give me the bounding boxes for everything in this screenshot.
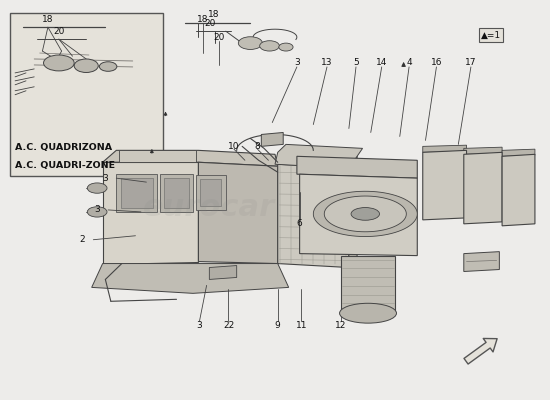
Text: 11: 11 [295, 321, 307, 330]
Polygon shape [502, 149, 535, 156]
Text: ▲=1: ▲=1 [481, 31, 501, 40]
Polygon shape [423, 150, 466, 220]
Polygon shape [92, 264, 289, 293]
Polygon shape [423, 145, 466, 152]
Text: eurocar: eurocar [143, 194, 276, 222]
Text: 12: 12 [335, 321, 346, 330]
Polygon shape [349, 156, 357, 268]
FancyArrowPatch shape [464, 338, 497, 364]
Polygon shape [103, 162, 199, 264]
Text: 10: 10 [228, 142, 240, 151]
Polygon shape [160, 174, 193, 212]
Polygon shape [278, 164, 349, 268]
Polygon shape [200, 179, 221, 206]
Polygon shape [300, 174, 417, 256]
Polygon shape [103, 150, 278, 166]
Text: 3: 3 [102, 174, 108, 183]
Polygon shape [324, 196, 406, 232]
Polygon shape [164, 178, 189, 208]
Polygon shape [464, 147, 502, 154]
Ellipse shape [100, 62, 117, 71]
Polygon shape [464, 252, 499, 272]
Text: 14: 14 [376, 58, 387, 68]
Polygon shape [210, 266, 236, 280]
Polygon shape [314, 191, 417, 236]
Ellipse shape [87, 183, 107, 193]
Polygon shape [261, 132, 283, 146]
Text: 20: 20 [53, 27, 64, 36]
Polygon shape [502, 154, 535, 226]
Polygon shape [464, 152, 502, 224]
Polygon shape [278, 152, 357, 168]
Text: 20: 20 [205, 19, 216, 28]
Text: 13: 13 [321, 58, 333, 68]
Polygon shape [297, 156, 417, 178]
Ellipse shape [87, 207, 107, 217]
Text: 22: 22 [223, 321, 234, 330]
Ellipse shape [260, 41, 279, 51]
Text: 16: 16 [431, 58, 442, 68]
Text: 3: 3 [294, 58, 300, 68]
Text: 3: 3 [196, 321, 202, 330]
Polygon shape [275, 144, 362, 168]
Text: 17: 17 [465, 58, 477, 68]
Polygon shape [116, 174, 157, 212]
Text: 18: 18 [197, 15, 208, 24]
Ellipse shape [74, 59, 98, 72]
Text: 18: 18 [42, 16, 54, 24]
Polygon shape [119, 150, 196, 162]
Text: 5: 5 [353, 58, 359, 68]
Text: A.C. QUADRIZONA: A.C. QUADRIZONA [15, 142, 112, 152]
Text: 4: 4 [406, 58, 412, 68]
Polygon shape [199, 162, 278, 264]
Ellipse shape [279, 43, 293, 51]
Polygon shape [340, 256, 395, 311]
Text: A.C. QUADRI-ZONE: A.C. QUADRI-ZONE [15, 161, 115, 170]
Ellipse shape [339, 303, 397, 323]
Polygon shape [196, 175, 225, 210]
Text: 6: 6 [297, 219, 302, 228]
Text: 3: 3 [94, 206, 100, 214]
FancyBboxPatch shape [9, 13, 163, 176]
Ellipse shape [43, 55, 74, 71]
Text: 2: 2 [80, 235, 85, 244]
Text: 18: 18 [208, 10, 219, 19]
Text: 9: 9 [275, 321, 280, 330]
Polygon shape [120, 178, 153, 208]
Text: 20: 20 [213, 33, 225, 42]
Ellipse shape [238, 37, 262, 50]
Ellipse shape [351, 208, 380, 220]
Text: 8: 8 [255, 142, 260, 151]
